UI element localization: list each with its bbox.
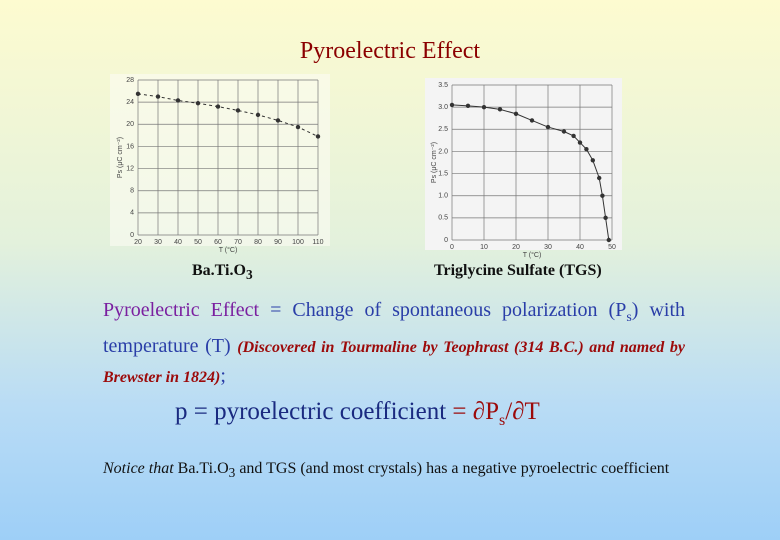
caption-text: Ba.Ti.O xyxy=(192,262,246,279)
definition: Pyroelectric Effect = Change of spontane… xyxy=(103,296,685,392)
title: Pyroelectric Effect xyxy=(299,38,481,64)
sub: 3 xyxy=(228,465,236,481)
text: = Change of spontaneous polarization (P xyxy=(259,299,627,321)
point xyxy=(295,124,301,130)
y-tick-label: 4 xyxy=(130,210,134,217)
y-tick-label: 0.5 xyxy=(438,215,448,222)
equation: p = pyroelectric coefficient = ∂Ps/∂T xyxy=(175,398,540,430)
point xyxy=(195,101,201,106)
x-tick-label: 50 xyxy=(194,239,202,246)
y-tick-label: 1.0 xyxy=(438,193,448,200)
point xyxy=(449,102,455,108)
series-line xyxy=(451,104,610,241)
text: /∂T xyxy=(505,398,540,425)
x-tick-label: 80 xyxy=(254,239,262,246)
y-tick-label: 3.5 xyxy=(438,82,448,89)
figure-bg xyxy=(425,78,622,250)
y-tick-label: 0 xyxy=(444,237,448,244)
x-tick-label: 30 xyxy=(154,239,162,246)
point xyxy=(215,104,221,109)
point xyxy=(481,104,487,110)
sub: s xyxy=(626,310,632,325)
caption-sub: 3 xyxy=(245,267,253,283)
y-tick-label: 12 xyxy=(126,165,134,172)
figure-bg xyxy=(110,74,330,246)
text: Notice that xyxy=(103,460,174,477)
x-tick-label: 20 xyxy=(134,239,142,246)
point xyxy=(529,118,535,123)
notice: Notice that Ba.Ti.O3 and TGS (and most c… xyxy=(103,457,685,485)
x-tick-label: 20 xyxy=(512,244,520,251)
y-tick-label: 24 xyxy=(126,99,134,106)
x-tick-label: 60 xyxy=(214,239,222,246)
point xyxy=(235,108,241,113)
point xyxy=(155,94,161,99)
y-tick-label: 2.5 xyxy=(438,126,448,133)
point xyxy=(135,91,141,97)
text: = ∂P xyxy=(452,398,500,425)
x-tick-label: 40 xyxy=(174,239,182,246)
caption: Ba.Ti.O3 xyxy=(192,262,253,283)
point xyxy=(465,103,471,109)
y-tick-label: 0 xyxy=(130,232,134,239)
caption: Triglycine Sulfate (TGS) xyxy=(434,262,602,279)
point xyxy=(275,118,281,123)
y-axis-label: Ps (μC cm⁻²) xyxy=(431,142,438,183)
y-tick-label: 28 xyxy=(126,77,134,84)
x-tick-label: 30 xyxy=(544,244,552,251)
x-tick-label: 90 xyxy=(274,239,282,246)
y-tick-label: 2.0 xyxy=(438,148,448,155)
series-line xyxy=(137,93,319,137)
point xyxy=(255,112,261,118)
x-tick-label: 50 xyxy=(608,244,616,251)
x-tick-label: 110 xyxy=(312,239,323,246)
point xyxy=(577,140,583,145)
y-axis-label: Ps (μC cm⁻²) xyxy=(117,137,124,178)
point xyxy=(561,129,567,134)
x-tick-label: 0 xyxy=(450,244,454,251)
y-tick-label: 16 xyxy=(126,143,134,150)
text: ) with temperature (T) xyxy=(103,299,685,357)
point xyxy=(597,175,602,181)
y-tick-label: 1.5 xyxy=(438,170,448,177)
x-axis-label: T (°C) xyxy=(523,251,542,259)
sub: s xyxy=(499,412,506,429)
y-tick-label: 3.0 xyxy=(438,104,448,111)
y-tick-label: 8 xyxy=(130,188,134,195)
point xyxy=(175,98,181,103)
point xyxy=(606,237,611,243)
term: Pyroelectric Effect xyxy=(103,299,260,321)
text: and TGS (and most crystals) has a negati… xyxy=(235,460,670,477)
x-tick-label: 10 xyxy=(480,244,488,251)
point xyxy=(513,111,519,116)
y-tick-label: 20 xyxy=(126,121,134,128)
x-tick-label: 40 xyxy=(576,244,584,251)
x-axis-label: T (°C) xyxy=(219,246,238,254)
point xyxy=(497,107,503,112)
point xyxy=(590,158,595,163)
point xyxy=(545,124,551,130)
text: Ba.Ti.O xyxy=(173,460,229,477)
point xyxy=(584,147,589,152)
point xyxy=(603,215,608,221)
point xyxy=(600,193,605,198)
x-tick-label: 100 xyxy=(292,239,304,246)
text: p = pyroelectric coefficient xyxy=(175,398,453,425)
x-tick-label: 70 xyxy=(234,239,242,246)
note: (Discovered in Tourmaline by Teophrast (… xyxy=(103,339,685,386)
text: ; xyxy=(220,365,226,387)
point xyxy=(315,134,321,139)
point xyxy=(571,133,576,139)
